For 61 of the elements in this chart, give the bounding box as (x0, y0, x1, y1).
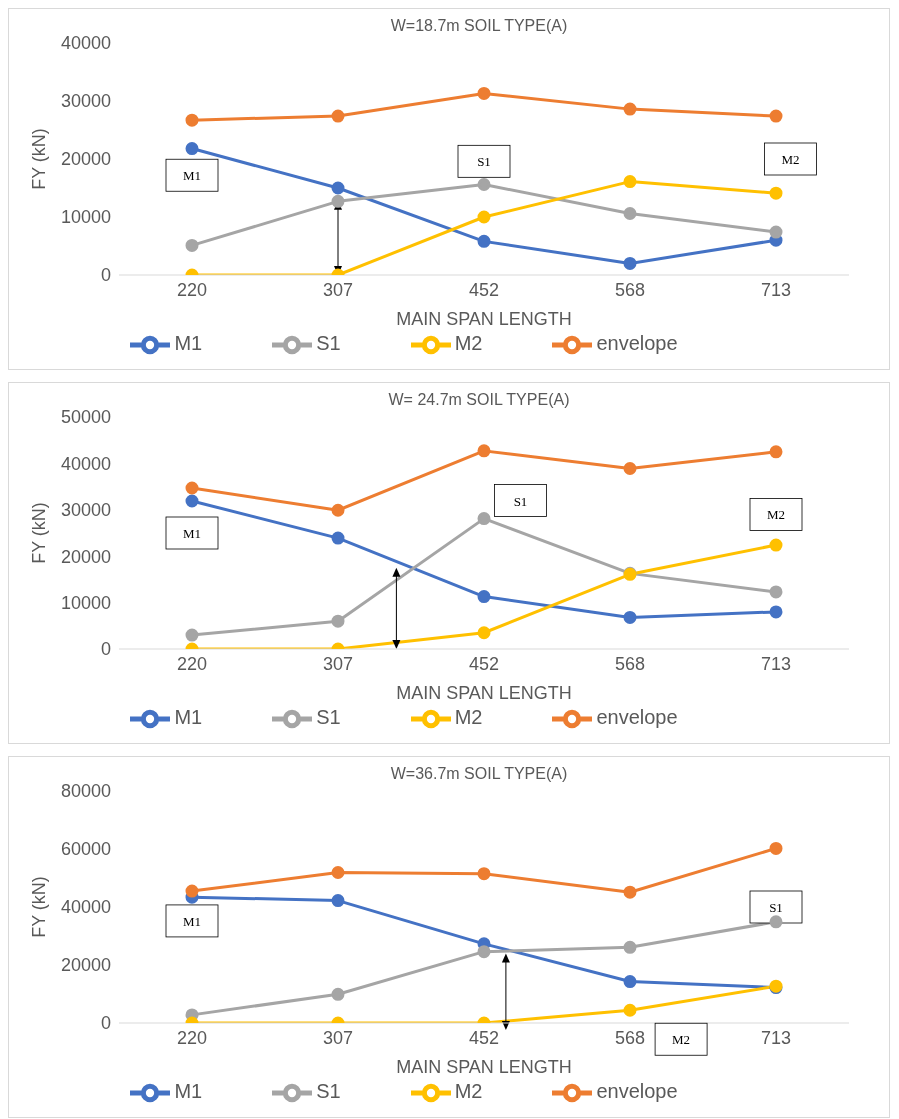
legend-label: envelope (596, 1080, 678, 1103)
legend-label: M2 (454, 1080, 483, 1103)
legend-label: envelope (596, 332, 678, 355)
legend-label: envelope (596, 706, 678, 729)
annotation: S1 (513, 493, 528, 509)
y-axis-title: FY (kN) (29, 128, 50, 190)
x-tick-label: 220 (176, 279, 208, 300)
y-tick-label: 10000 (60, 207, 111, 228)
annotation: S1 (477, 154, 491, 170)
legend-label: S1 (316, 1080, 341, 1103)
x-tick-label: 220 (176, 653, 208, 674)
y-tick-label: 50000 (60, 407, 111, 428)
y-tick-label: 40000 (60, 453, 111, 474)
legend-label: M2 (454, 706, 483, 729)
annotation: M1 (182, 168, 202, 184)
y-tick-label: 10000 (60, 592, 111, 613)
x-tick-label: 452 (468, 1027, 500, 1048)
y-tick-label: 30000 (60, 500, 111, 521)
chart-title: W=18.7m SOIL TYPE(A) (390, 17, 568, 34)
y-tick-label: 80000 (60, 781, 111, 802)
x-axis-title: MAIN SPAN LENGTH (396, 309, 572, 329)
chart-title: W= 24.7m SOIL TYPE(A) (388, 391, 570, 408)
x-tick-label: 220 (176, 1027, 208, 1048)
x-tick-label: 568 (614, 1027, 646, 1048)
chart-title: W=36.7m SOIL TYPE(A) (390, 765, 568, 782)
legend-label: M2 (454, 332, 483, 355)
x-tick-label: 713 (760, 1027, 792, 1048)
y-tick-label: 20000 (60, 546, 111, 567)
y-tick-label: 0 (100, 1013, 111, 1034)
legend-label: S1 (316, 706, 341, 729)
x-tick-label: 713 (760, 653, 792, 674)
y-tick-label: 40000 (60, 33, 111, 54)
annotation: M2 (766, 507, 786, 523)
y-tick-label: 30000 (60, 91, 111, 112)
y-tick-label: 20000 (60, 955, 111, 976)
x-tick-label: 568 (614, 279, 646, 300)
x-tick-label: 568 (614, 653, 646, 674)
text: M2 (672, 1032, 691, 1048)
x-tick-label: 452 (468, 653, 500, 674)
x-tick-label: 713 (760, 279, 792, 300)
x-tick-label: 307 (322, 653, 354, 674)
annotation: M1 (182, 913, 202, 929)
legend-label: M1 (174, 1080, 203, 1103)
legend-label: S1 (316, 332, 341, 355)
legend-label: M1 (174, 706, 203, 729)
annotation: M2 (781, 152, 800, 167)
x-tick-label: 452 (468, 279, 500, 300)
y-tick-label: 0 (100, 265, 111, 286)
legend-label: M1 (174, 332, 203, 355)
x-axis-title: MAIN SPAN LENGTH (396, 1057, 572, 1077)
x-tick-label: 307 (322, 1027, 354, 1048)
y-tick-label: 40000 (60, 897, 111, 918)
x-axis-title: MAIN SPAN LENGTH (396, 683, 572, 703)
annotation: M1 (182, 526, 202, 541)
y-tick-label: 0 (100, 639, 111, 660)
y-tick-label: 60000 (60, 839, 111, 860)
y-axis-title: FY (kN) (29, 502, 50, 564)
annotation: S1 (769, 900, 783, 915)
y-axis-title: FY (kN) (29, 876, 50, 938)
y-tick-label: 20000 (60, 149, 111, 170)
x-tick-label: 307 (322, 279, 354, 300)
